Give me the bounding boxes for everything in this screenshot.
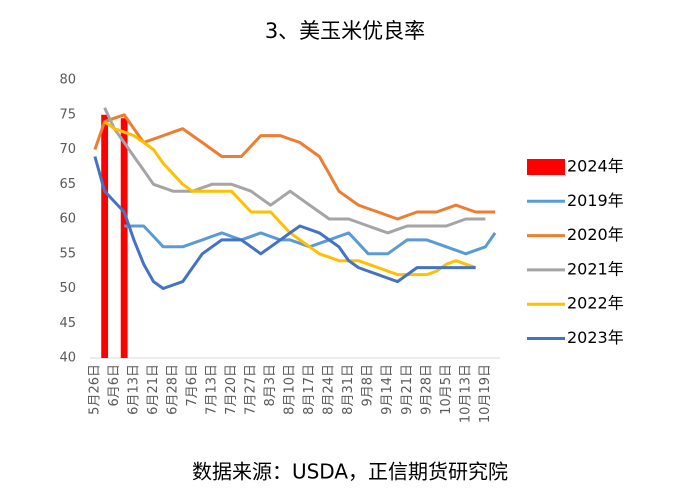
bar — [120, 118, 128, 358]
y-tick-label: 50 — [59, 281, 76, 296]
x-tick-label: 8月17日 — [302, 364, 317, 415]
x-tick-label: 7月20日 — [224, 364, 239, 415]
x-tick-label: 6月28日 — [165, 364, 180, 415]
x-tick-label: 9月14日 — [380, 364, 395, 415]
series-line — [93, 156, 476, 290]
legend-label: 2019年 — [567, 191, 624, 210]
series-line — [103, 120, 477, 277]
x-tick-label: 7月27日 — [244, 364, 259, 415]
x-tick-label: 5月26日 — [87, 364, 102, 415]
legend-label: 2023年 — [567, 328, 624, 347]
legend-label: 2022年 — [567, 294, 624, 313]
x-tick-label: 10月5日 — [439, 364, 454, 415]
legend-label: 2024年 — [567, 157, 624, 176]
y-tick-label: 60 — [59, 212, 76, 227]
x-tick-label: 8月31日 — [341, 364, 356, 415]
y-tick-label: 75 — [59, 107, 76, 122]
series-line — [93, 113, 496, 221]
y-tick-label: 70 — [59, 142, 76, 157]
y-tick-label: 45 — [59, 316, 76, 331]
source-note: 数据来源：USDA，正信期货研究院 — [192, 460, 508, 484]
x-tick-label: 9月8日 — [361, 364, 376, 407]
x-tick-label: 7月6日 — [185, 364, 200, 407]
x-tick-label: 6月13日 — [126, 364, 141, 415]
x-tick-label: 6月21日 — [146, 364, 161, 415]
legend-label: 2020年 — [567, 225, 624, 244]
legend-swatch — [527, 159, 565, 175]
bar — [101, 114, 109, 358]
x-tick-label: 10月13日 — [458, 364, 473, 423]
x-tick-label: 8月3日 — [263, 364, 278, 407]
y-tick-label: 40 — [59, 351, 76, 366]
legend-label: 2021年 — [567, 259, 624, 278]
y-tick-label: 80 — [59, 73, 76, 88]
y-tick-label: 55 — [59, 246, 76, 261]
x-tick-label: 7月13日 — [205, 364, 220, 415]
x-tick-label: 8月24日 — [322, 364, 337, 415]
x-tick-label: 6月6日 — [107, 364, 122, 407]
x-tick-label: 9月28日 — [419, 364, 434, 415]
series-line — [103, 107, 486, 235]
y-tick-label: 65 — [59, 177, 76, 192]
x-tick-label: 8月10日 — [283, 364, 298, 415]
x-tick-label: 9月21日 — [400, 364, 415, 415]
chart-title: 3、美玉米优良率 — [265, 19, 425, 43]
x-tick-label: 10月19日 — [478, 364, 493, 423]
